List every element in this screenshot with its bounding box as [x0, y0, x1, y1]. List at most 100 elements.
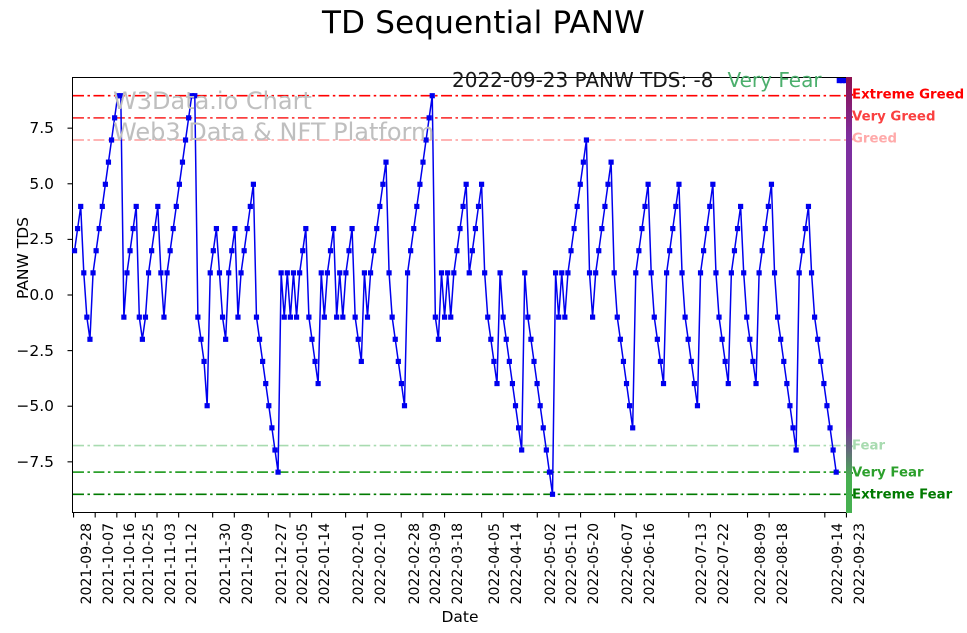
data-point-marker [771, 270, 778, 276]
data-point-marker [75, 225, 81, 232]
data-point-marker [149, 248, 155, 254]
data-point-marker [293, 314, 300, 320]
data-point-marker [775, 314, 781, 320]
data-point-marker [543, 447, 549, 453]
data-point-marker [512, 403, 519, 409]
data-point-marker [99, 203, 105, 210]
data-point-marker [358, 358, 364, 365]
data-point-marker [565, 270, 571, 276]
data-point-marker [617, 336, 623, 342]
data-point-marker [497, 270, 503, 276]
x-axis-tick-labels: 2021-09-28 2021-10-07 2021-10-16 2021-10-25… [72, 519, 868, 611]
data-point-marker [556, 314, 562, 320]
data-point-marker [762, 225, 768, 232]
data-point-marker [229, 248, 235, 254]
current-value-annotation: 2022-09-23 PANW TDS: -8 Very Fear [452, 68, 822, 92]
data-point-marker [812, 314, 818, 320]
data-point-marker [768, 181, 775, 187]
data-point-marker [488, 336, 494, 342]
data-point-marker [642, 203, 648, 210]
data-point-marker [731, 248, 738, 254]
data-point-marker [704, 225, 710, 232]
data-point-marker [186, 115, 192, 121]
data-point-marker [426, 115, 432, 121]
data-point-marker [630, 425, 636, 431]
data-point-marker [738, 203, 744, 210]
y-tick-label: −7.5 [16, 452, 54, 471]
data-point-marker [562, 314, 568, 320]
data-point-marker [417, 181, 423, 187]
data-point-marker [790, 425, 796, 431]
data-point-marker [636, 248, 642, 254]
series-line [73, 94, 837, 496]
data-point-marker [182, 137, 189, 143]
data-point-marker [398, 380, 405, 387]
data-point-marker [223, 336, 229, 342]
data-point-marker [392, 336, 398, 342]
data-point-marker [371, 248, 377, 254]
data-point-marker [226, 270, 232, 276]
data-point-marker [108, 137, 115, 143]
zone-label-fear: Fear [852, 438, 886, 454]
data-point-marker [429, 93, 435, 99]
data-point-marker [152, 225, 158, 232]
x-tick-label: 2022-03-18 [450, 523, 467, 605]
sentiment-colorbar [846, 77, 852, 513]
data-point-marker [145, 270, 152, 276]
data-point-marker [574, 203, 580, 210]
data-point-marker [796, 270, 802, 276]
data-point-marker [377, 203, 383, 210]
data-point-marker [420, 159, 426, 165]
data-point-marker [312, 358, 318, 365]
page-title: TD Sequential PANW [321, 5, 646, 41]
x-tick-label: 2022-09-23 [851, 523, 868, 605]
data-point-marker [716, 314, 722, 320]
data-point-marker [435, 336, 442, 342]
x-axis-label: Date [441, 608, 479, 626]
data-point-marker [380, 181, 386, 187]
data-point-marker [664, 270, 670, 276]
data-point-marker [494, 380, 500, 387]
y-tick-label: 2.5 [29, 230, 54, 249]
data-point-marker [552, 270, 559, 276]
data-point-marker [599, 225, 605, 232]
zone-label-greed: Greed [852, 131, 898, 147]
data-point-marker [179, 159, 186, 165]
data-point-marker [170, 225, 176, 232]
data-point-marker [275, 469, 281, 475]
data-point-marker [414, 203, 420, 210]
x-tick-label: 2022-02-28 [406, 523, 423, 605]
y-axis-tick-labels: −7.5 −5.0 −2.5 0.0 2.5 5.0 7.5 [0, 77, 62, 513]
data-point-marker [522, 270, 528, 276]
data-point-marker [707, 203, 713, 210]
data-point-marker [673, 203, 679, 210]
data-point-marker [651, 314, 657, 320]
data-point-marker [765, 203, 771, 210]
y-tick-label: 7.5 [29, 119, 54, 138]
data-point-marker [559, 270, 565, 276]
data-point-marker [460, 203, 466, 210]
data-point-marker [281, 314, 287, 320]
data-point-marker [605, 181, 611, 187]
data-point-marker [725, 380, 731, 387]
data-point-marker [549, 491, 556, 497]
data-point-marker [204, 403, 210, 409]
data-point-marker [161, 314, 167, 320]
data-point-marker [500, 314, 506, 320]
data-point-marker [741, 270, 747, 276]
x-tick-label: 2021-09-28 [79, 523, 96, 605]
data-point-marker [676, 181, 682, 187]
x-tick-label: 2022-05-20 [586, 523, 603, 605]
data-point-marker [590, 314, 596, 320]
data-point-marker [207, 270, 213, 276]
data-point-marker [213, 225, 219, 232]
data-point-marker [627, 403, 633, 409]
data-point-marker [824, 403, 830, 409]
data-point-marker [115, 93, 121, 99]
data-point-marker [93, 248, 99, 254]
data-point-marker [404, 270, 411, 276]
data-point-marker [747, 336, 753, 342]
data-point-marker [411, 225, 417, 232]
data-point-marker [81, 270, 87, 276]
data-point-marker [256, 336, 263, 342]
